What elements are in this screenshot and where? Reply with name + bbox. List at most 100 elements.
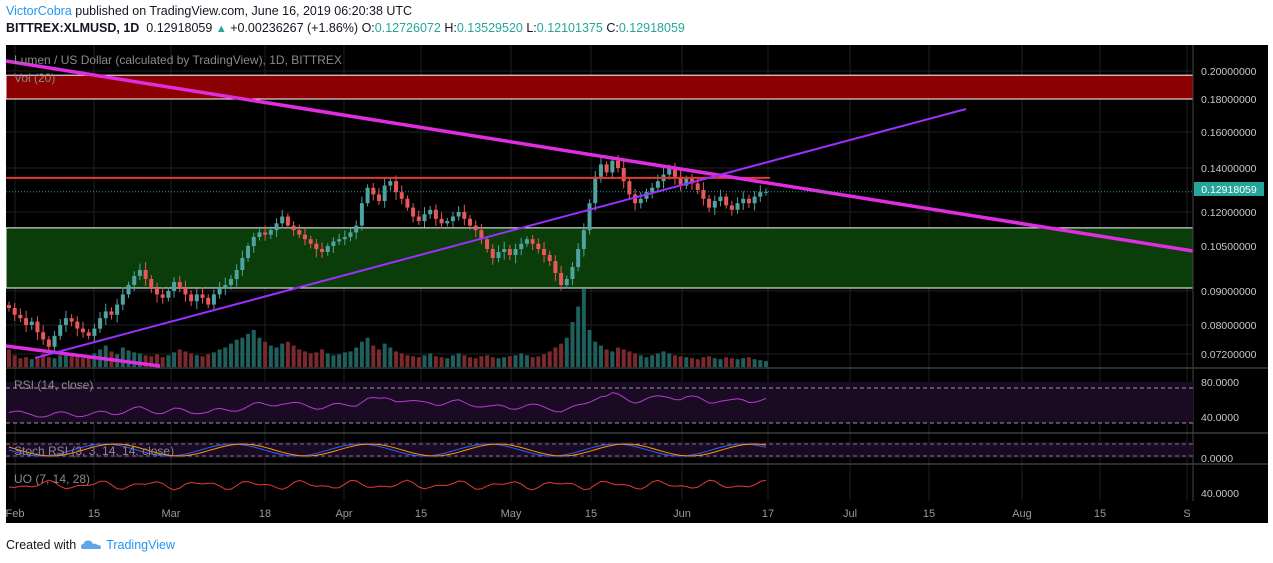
volume-bar [297,349,302,367]
volume-bar [75,357,80,367]
resistance-zone [5,74,1194,100]
volume-bar [667,353,672,367]
candle-body [41,332,46,340]
stoch-k-line [8,443,767,457]
legend-uo: UO (7, 14, 28) [14,472,90,486]
volume-bar [280,343,285,367]
candle-body [644,192,649,199]
candle-body [359,203,364,226]
volume-bar [684,357,689,367]
price-tick-label: 0.14000000 [1201,163,1257,175]
candle-body [24,318,29,325]
candle-body [257,232,262,237]
volume-bar [530,357,535,367]
candle-body [542,249,547,255]
volume-bar [41,353,46,367]
time-tick-label: S [1183,508,1190,520]
price-tick-label: 0.12000000 [1201,207,1257,219]
low-value: 0.12101375 [536,21,603,35]
candle-body [547,255,552,261]
volume-bar [513,355,518,367]
volume-bar [536,356,541,367]
uo-pane [8,479,767,491]
volume-bar [764,361,768,367]
candle-body [80,328,85,333]
candle-body [650,187,655,193]
volume-bar [234,339,239,367]
candle-body [655,181,660,188]
volume-bar [746,357,751,367]
candle-body [382,185,387,201]
candle-body [746,198,751,204]
candle-body [559,273,564,285]
candle-body [690,179,695,184]
tradingview-brand[interactable]: TradingView [106,538,175,552]
candle-body [513,249,518,255]
candle-body [75,321,80,329]
volume-bar [712,358,717,367]
volume-bar [644,357,649,367]
volume-bar [24,357,29,367]
volume-bar [445,358,450,367]
volume-bar [638,355,643,367]
candle-body [530,239,535,244]
volume-bar [200,356,205,367]
descending-trendline [5,59,1194,253]
candle-body [297,230,302,235]
candle-body [729,205,734,210]
close-label: C: [606,21,619,35]
price-chart[interactable]: 0.20000000 0.18000000 0.16000000 0.14000000… [0,40,1273,525]
price-tick-label: 0.07200000 [1201,349,1257,361]
volume-bar [143,355,148,367]
uo-line [8,479,767,491]
volume-bar [621,349,626,367]
rsi-pane [6,382,1193,424]
time-tick-label: Jun [673,508,691,520]
candle-body [462,212,467,219]
volume-bar [194,355,199,367]
volume-bar [405,355,410,367]
volume-bar [729,358,734,367]
volume-bar [354,347,359,367]
candle-body [98,318,103,329]
time-axis-labels: Feb 15 Mar 18 Apr 15 May 15 Jun 17 Jul 15 Aug 15 S [6,508,1191,520]
candle-body [678,176,683,186]
candle-body [621,168,626,182]
candle-body [553,261,558,273]
indicator-tick-label: 40.0000 [1201,488,1239,500]
volume-bar [735,359,740,367]
volume-bar [411,356,416,367]
candle-body [63,318,68,325]
candle-body [695,183,700,190]
volume-bar [92,353,97,367]
rsi-band [6,382,1193,423]
volume-bar [462,355,467,367]
trendlines[interactable] [5,59,1194,368]
volume-bar [69,356,74,367]
time-axis-background [6,501,1268,523]
volume-bar [263,341,268,367]
candle-body [280,216,285,224]
candle-body [251,236,256,246]
candle-body [416,216,421,222]
volume-bar [325,353,330,367]
close-value: 0.12918059 [618,21,685,35]
volume-bar [365,337,370,367]
volume-bar [206,354,211,367]
volume-bar [320,349,325,367]
volume-bar [661,351,666,367]
author-link[interactable]: VictorCobra [6,4,72,18]
volume-bar [394,351,399,367]
volume-bar [701,357,706,367]
volume-bar [496,358,501,367]
candle-body [302,234,307,240]
candle-body [741,198,746,204]
candle-body [394,181,399,193]
candle-body [325,246,330,252]
volume-bar [388,347,393,367]
volume-bar [7,349,11,367]
indicator-tick-label: 0.0000 [1201,453,1233,465]
volume-bar [348,351,353,367]
volume-bar [655,353,660,367]
candle-body [109,311,114,315]
